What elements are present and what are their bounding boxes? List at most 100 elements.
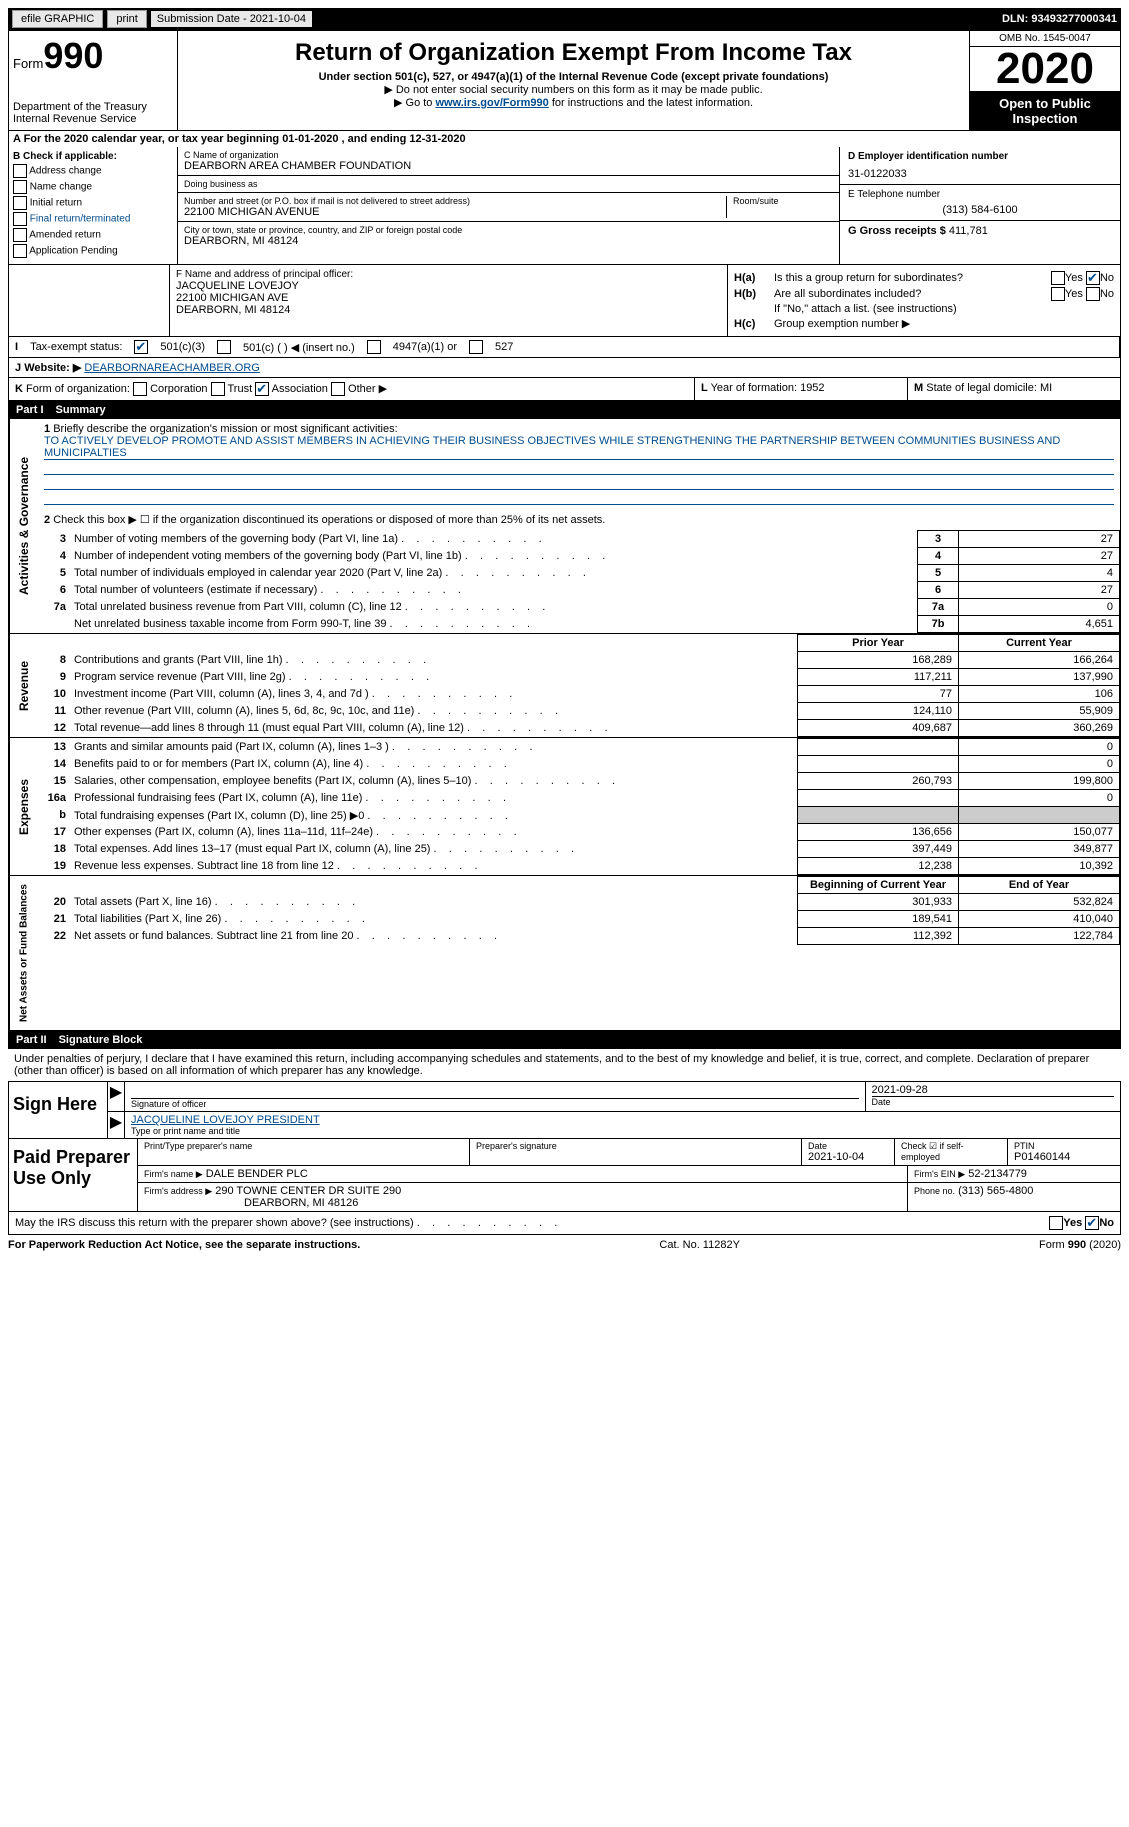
row-num: 16a	[38, 790, 70, 807]
hb-text: Are all subordinates included?	[774, 288, 1051, 300]
footer-left: For Paperwork Reduction Act Notice, see …	[8, 1239, 360, 1251]
chk-corporation[interactable]	[133, 382, 147, 396]
hb-note: If "No," attach a list. (see instruction…	[734, 303, 1114, 315]
q1: 1 Briefly describe the organization's mi…	[38, 419, 1120, 509]
chk-trust[interactable]	[211, 382, 225, 396]
prep-date: 2021-10-04	[808, 1151, 888, 1163]
print-button[interactable]: print	[107, 10, 146, 28]
form-title: Return of Organization Exempt From Incom…	[182, 39, 965, 67]
ha-yes-chk[interactable]	[1051, 271, 1065, 285]
row-desc: Total liabilities (Part X, line 26)	[70, 911, 798, 928]
chk-name-change[interactable]: Name change	[13, 180, 173, 194]
officer-addr1: 22100 MICHIGAN AVE	[176, 292, 721, 304]
chk-address-change[interactable]: Address change	[13, 164, 173, 178]
section-bcdeg: B Check if applicable: Address change Na…	[8, 147, 1121, 265]
row-current: 137,990	[959, 669, 1120, 686]
q1-blank3	[44, 490, 1114, 505]
row-end: 410,040	[959, 911, 1120, 928]
row-current: 166,264	[959, 652, 1120, 669]
discuss-row: May the IRS discuss this return with the…	[8, 1212, 1121, 1235]
row-val: 27	[959, 582, 1120, 599]
sign-arrow-1: ▶	[108, 1082, 125, 1111]
row-prior: 124,110	[798, 703, 959, 720]
row-current: 55,909	[959, 703, 1120, 720]
row-prior	[798, 790, 959, 807]
row-num: b	[38, 807, 70, 824]
row-box: 6	[918, 582, 959, 599]
current-year-head: Current Year	[959, 635, 1120, 652]
chk-other[interactable]	[331, 382, 345, 396]
row-desc: Total fundraising expenses (Part IX, col…	[70, 807, 798, 824]
chk-final-return[interactable]: Final return/terminated	[13, 212, 173, 226]
row-desc: Contributions and grants (Part VIII, lin…	[70, 652, 798, 669]
hb-no-chk[interactable]	[1086, 287, 1100, 301]
phone-value: (313) 584-6100	[848, 204, 1112, 216]
q1-num: 1	[44, 423, 50, 435]
discuss-no-chk[interactable]	[1085, 1216, 1099, 1230]
firm-label: Firm's name ▶	[144, 1169, 203, 1179]
opt-4947: 4947(a)(1) or	[393, 341, 457, 353]
chk-amended-return[interactable]: Amended return	[13, 228, 173, 242]
row-num: 4	[38, 548, 70, 565]
officer-sig-label: Type or print name and title	[131, 1126, 1114, 1136]
prep-date-cell: Date 2021-10-04	[802, 1139, 895, 1165]
netassets-section: Net Assets or Fund Balances Beginning of…	[8, 876, 1121, 1031]
ha-no-chk[interactable]	[1086, 271, 1100, 285]
top-bar: efile GRAPHIC print Submission Date - 20…	[8, 8, 1121, 30]
box-b-title: B Check if applicable:	[13, 151, 117, 162]
row-current: 0	[959, 756, 1120, 773]
row-desc: Program service revenue (Part VIII, line…	[70, 669, 798, 686]
part2-num: Part II	[16, 1034, 47, 1046]
chk-501c[interactable]	[217, 340, 231, 354]
row-prior	[798, 756, 959, 773]
row-current: 0	[959, 790, 1120, 807]
row-desc: Investment income (Part VIII, column (A)…	[70, 686, 798, 703]
sign-arrow-2: ▶	[108, 1112, 125, 1138]
row-num: 9	[38, 669, 70, 686]
discuss-yes: Yes	[1063, 1217, 1082, 1229]
blank	[70, 877, 798, 894]
row-prior: 397,449	[798, 841, 959, 858]
chk-application-pending[interactable]: Application Pending	[13, 244, 173, 258]
room-label: Room/suite	[733, 196, 833, 206]
chk-501c3[interactable]	[134, 340, 148, 354]
discuss-yes-chk[interactable]	[1049, 1216, 1063, 1230]
hb-checks: Yes No	[1051, 287, 1114, 301]
ha-label: H(a)	[734, 272, 774, 284]
note2-pre: ▶ Go to	[394, 97, 435, 109]
ptin-label: PTIN	[1014, 1141, 1114, 1151]
j-label: J	[15, 362, 21, 374]
row-num: 20	[38, 894, 70, 911]
ha-checks: Yes No	[1051, 271, 1114, 285]
row-num: 5	[38, 565, 70, 582]
blank	[70, 635, 798, 652]
l-label: L	[701, 382, 708, 394]
footer-mid: Cat. No. 11282Y	[659, 1239, 740, 1251]
row-i: I Tax-exempt status: 501(c)(3) 501(c) ( …	[8, 337, 1121, 358]
note2-post: for instructions and the latest informat…	[549, 97, 753, 109]
chk-association[interactable]	[255, 382, 269, 396]
firm-addr2: DEARBORN, MI 48126	[244, 1197, 901, 1209]
row-current: 106	[959, 686, 1120, 703]
website-link[interactable]: DEARBORNAREACHAMBER.ORG	[84, 362, 259, 374]
row-num: 19	[38, 858, 70, 875]
dba-label: Doing business as	[184, 179, 833, 189]
firm-ein-label: Firm's EIN ▶	[914, 1169, 965, 1179]
ha-text: Is this a group return for subordinates?	[774, 272, 1051, 284]
irs-link[interactable]: www.irs.gov/Form990	[435, 97, 548, 109]
hb-yes-chk[interactable]	[1051, 287, 1065, 301]
firm-phone-cell: Phone no. (313) 565-4800	[908, 1183, 1120, 1211]
row-val: 4	[959, 565, 1120, 582]
chk-initial-return[interactable]: Initial return	[13, 196, 173, 210]
note-1: ▶ Do not enter social security numbers o…	[182, 83, 965, 96]
row-desc: Total expenses. Add lines 13–17 (must eq…	[70, 841, 798, 858]
officer-name: JACQUELINE LOVEJOY	[176, 280, 721, 292]
efile-button[interactable]: efile GRAPHIC	[12, 10, 103, 28]
chk-4947[interactable]	[367, 340, 381, 354]
l-text: Year of formation: 1952	[711, 382, 825, 394]
netassets-vtab: Net Assets or Fund Balances	[9, 876, 38, 1030]
m-label: M	[914, 382, 923, 394]
k-text: Form of organization:	[26, 383, 130, 395]
chk-527[interactable]	[469, 340, 483, 354]
open-public: Open to Public Inspection	[970, 92, 1120, 130]
